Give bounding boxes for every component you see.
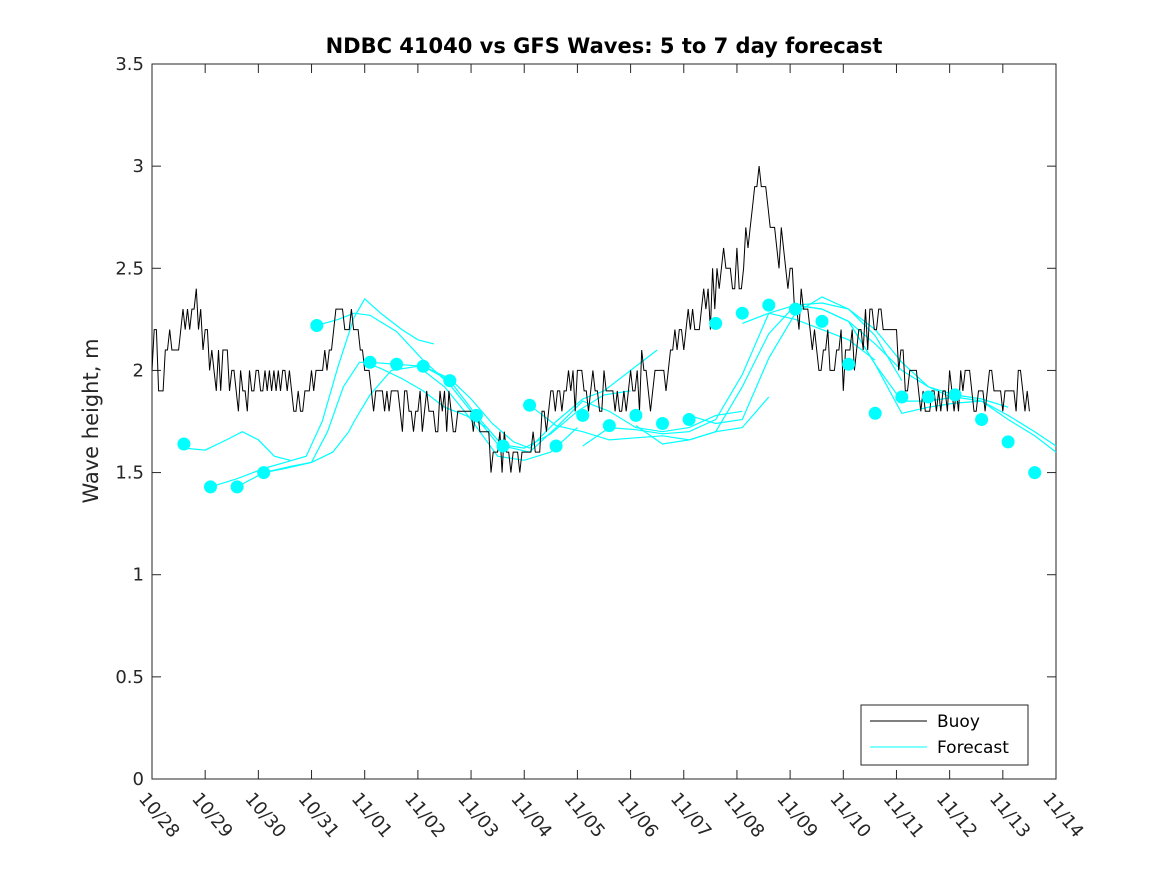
- forecast-markers: [177, 298, 1042, 494]
- forecast-line-run-h: [529, 396, 770, 441]
- forecast-marker: [602, 419, 616, 433]
- y-tick-label: 1.5: [115, 463, 144, 484]
- forecast-marker: [948, 388, 962, 402]
- forecast-line-run-i: [582, 312, 876, 447]
- forecast-marker: [257, 466, 271, 480]
- forecast-line-run-j: [635, 302, 903, 445]
- forecast-line-run-a: [183, 431, 291, 461]
- forecast-marker: [363, 355, 377, 369]
- y-axis-label: Wave height, m: [79, 338, 103, 503]
- forecast-marker: [709, 316, 723, 330]
- forecast-marker: [656, 417, 669, 430]
- buoy-line: [151, 166, 1030, 473]
- legend-box: [860, 704, 1029, 766]
- forecast-marker: [815, 314, 829, 328]
- forecast-marker: [682, 413, 696, 426]
- forecast-marker: [576, 408, 590, 422]
- legend-buoy-label: Buoy: [937, 712, 980, 732]
- forecast-marker: [204, 480, 217, 494]
- forecast-marker: [549, 439, 563, 453]
- buoy-series: [151, 166, 1030, 473]
- forecast-marker: [788, 302, 802, 316]
- forecast-line-run-e: [316, 312, 631, 449]
- forecast-marker: [1001, 435, 1015, 449]
- y-tick-label: 3.5: [115, 54, 144, 75]
- forecast-marker: [469, 408, 483, 422]
- forecast-marker: [443, 374, 457, 388]
- chart-title: NDBC 41040 vs GFS Waves: 5 to 7 day fore…: [326, 34, 883, 58]
- forecast-marker: [310, 319, 324, 332]
- forecast-marker: [975, 413, 989, 426]
- y-tick-label: 2.5: [115, 258, 144, 279]
- y-tick-label: 2: [133, 360, 144, 381]
- forecast-marker: [496, 439, 510, 453]
- forecast-marker: [629, 408, 643, 422]
- forecast-marker: [842, 357, 856, 371]
- y-tick-label: 0: [133, 769, 144, 790]
- forecast-line-run-d: [263, 365, 578, 474]
- forecast-marker: [177, 437, 191, 451]
- forecast-line-run-l: [742, 304, 1009, 408]
- forecast-marker: [1028, 466, 1042, 480]
- forecast-marker: [523, 398, 537, 412]
- y-tick-label: 0.5: [115, 667, 144, 688]
- forecast-marker: [416, 359, 430, 373]
- forecast-marker: [921, 390, 935, 404]
- forecast-marker: [390, 357, 404, 371]
- forecast-marker: [868, 406, 882, 420]
- y-tick-label: 1: [133, 565, 144, 586]
- legend: Buoy Forecast: [860, 704, 1029, 766]
- forecast-marker: [230, 480, 244, 494]
- forecast-marker: [895, 390, 909, 404]
- legend-forecast-label: Forecast: [937, 738, 1009, 758]
- forecast-marker: [762, 298, 776, 312]
- plot-frame: [151, 63, 1057, 780]
- y-tick-label: 3: [133, 156, 144, 177]
- forecast-marker: [735, 306, 749, 320]
